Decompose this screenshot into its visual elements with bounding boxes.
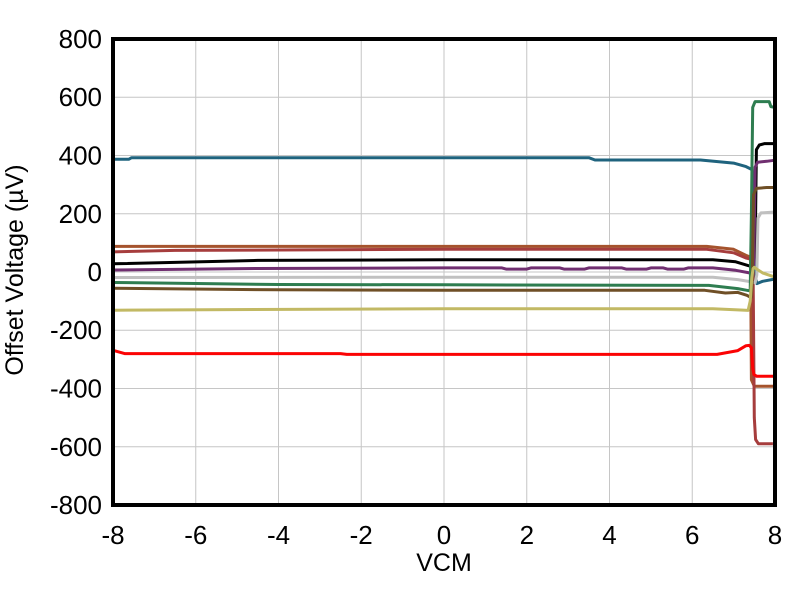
svg-text:-400: -400 — [50, 374, 102, 404]
svg-text:-4: -4 — [267, 520, 290, 550]
svg-text:-2: -2 — [350, 520, 373, 550]
svg-text:-6: -6 — [184, 520, 207, 550]
svg-text:4: 4 — [602, 520, 616, 550]
svg-text:0: 0 — [88, 257, 102, 287]
svg-text:400: 400 — [59, 141, 102, 171]
svg-text:600: 600 — [59, 82, 102, 112]
svg-text:0: 0 — [437, 520, 451, 550]
svg-text:-8: -8 — [101, 520, 124, 550]
svg-text:6: 6 — [685, 520, 699, 550]
svg-text:2: 2 — [520, 520, 534, 550]
svg-text:800: 800 — [59, 24, 102, 54]
svg-text:8: 8 — [768, 520, 782, 550]
svg-text:200: 200 — [59, 199, 102, 229]
svg-text:VCM: VCM — [416, 549, 472, 577]
svg-text:-800: -800 — [50, 490, 102, 520]
svg-text:Offset Voltage (µV): Offset Voltage (µV) — [1, 164, 29, 375]
svg-text:-600: -600 — [50, 432, 102, 462]
svg-text:-200: -200 — [50, 315, 102, 345]
